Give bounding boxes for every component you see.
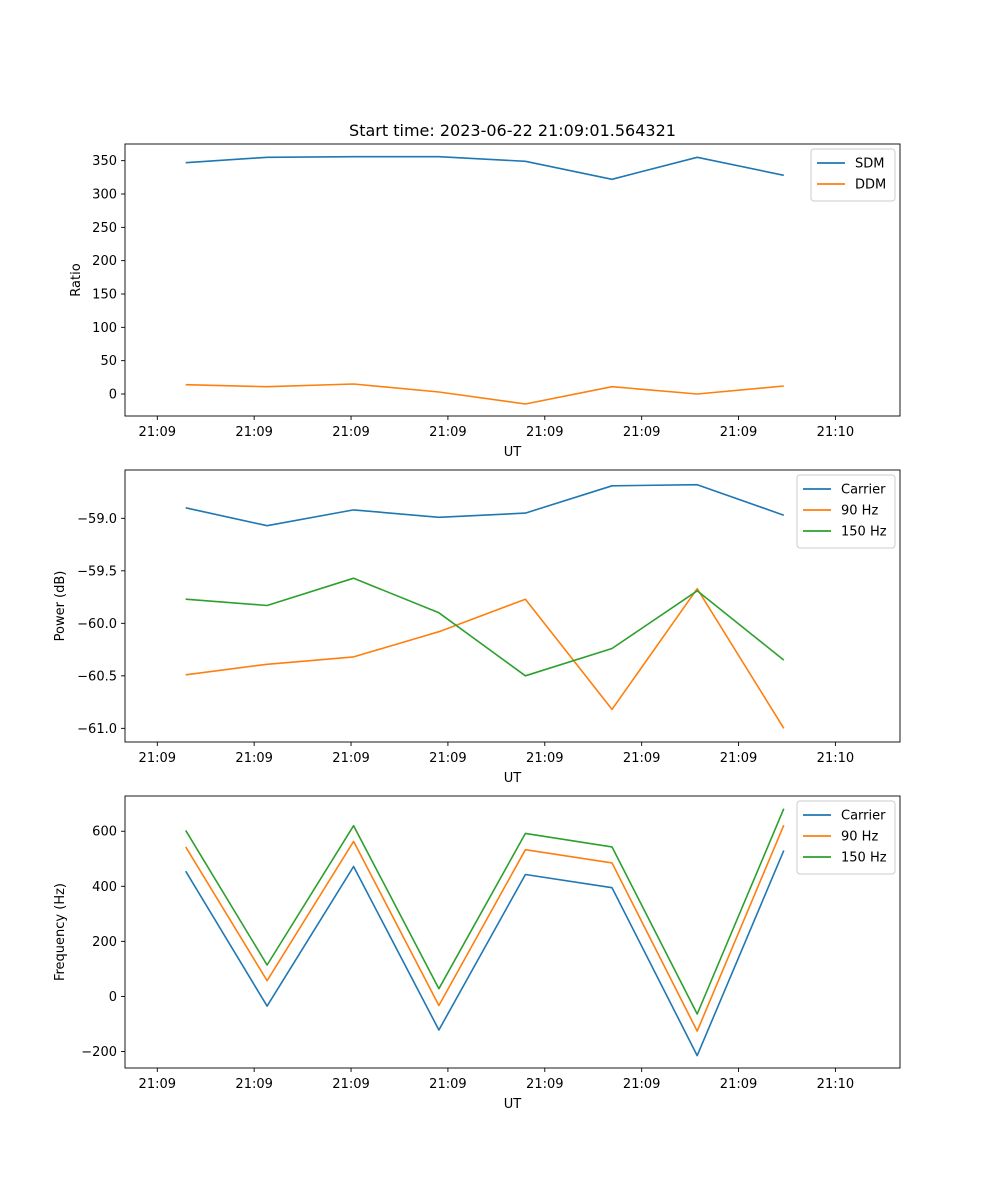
legend: Carrier 90 Hz 150 Hz bbox=[796, 474, 896, 549]
x-tick-label: 21:09 bbox=[720, 1077, 757, 1092]
legend-label: 150 Hz bbox=[841, 851, 887, 866]
x-tick-label: 21:09 bbox=[526, 1077, 563, 1092]
y-tick-label: −200 bbox=[81, 1045, 117, 1060]
y-axis-label: Ratio bbox=[69, 263, 84, 296]
legend-box bbox=[810, 148, 896, 202]
legend-label: Carrier bbox=[841, 483, 886, 498]
legend-label: SDM bbox=[855, 157, 884, 172]
legend: SDM DDM bbox=[810, 148, 896, 202]
legend-label: 90 Hz bbox=[841, 830, 878, 845]
x-tick-label: 21:10 bbox=[817, 425, 854, 440]
legend-label: 150 Hz bbox=[841, 525, 887, 540]
y-tick-label: −59.0 bbox=[77, 512, 117, 527]
x-tick-label: 21:09 bbox=[235, 751, 272, 766]
x-axis-label: UT bbox=[504, 1097, 522, 1112]
x-tick-label: 21:09 bbox=[332, 425, 369, 440]
y-tick-label: 0 bbox=[109, 388, 117, 403]
series-line-90-hz bbox=[185, 587, 785, 729]
x-tick-label: 21:10 bbox=[817, 1077, 854, 1092]
plot-frame bbox=[124, 795, 901, 1069]
y-tick-label: 350 bbox=[92, 154, 117, 169]
y-tick-label: 150 bbox=[92, 288, 117, 303]
y-tick-label: −60.5 bbox=[77, 669, 117, 684]
series-line-90-hz bbox=[185, 824, 785, 1032]
y-tick-label: 200 bbox=[92, 254, 117, 269]
legend-label: Carrier bbox=[841, 809, 886, 824]
chart-panel-3: 21:09 21:09 21:09 21:09 21:09 21:09 21:09 21:10… bbox=[53, 795, 901, 1112]
y-tick-label: 250 bbox=[92, 221, 117, 236]
x-tick-label: 21:09 bbox=[139, 1077, 176, 1092]
legend: Carrier 90 Hz 150 Hz bbox=[796, 800, 896, 875]
x-tick-label: 21:09 bbox=[429, 425, 466, 440]
series-line-carrier bbox=[185, 483, 785, 527]
y-tick-label: 50 bbox=[100, 354, 117, 369]
series-line-150-hz bbox=[185, 577, 785, 677]
x-axis-label: UT bbox=[504, 445, 522, 460]
y-tick-label: 0 bbox=[109, 990, 117, 1005]
x-tick-label: 21:09 bbox=[720, 751, 757, 766]
x-tick-label: 21:09 bbox=[235, 425, 272, 440]
x-tick-label: 21:09 bbox=[623, 751, 660, 766]
x-tick-label: 21:09 bbox=[429, 751, 466, 766]
x-tick-label: 21:09 bbox=[623, 425, 660, 440]
y-tick-label: −61.0 bbox=[77, 722, 117, 737]
y-tick-label: 600 bbox=[92, 825, 117, 840]
x-axis-label: UT bbox=[504, 771, 522, 786]
y-axis-label: Frequency (Hz) bbox=[53, 883, 68, 981]
x-tick-label: 21:09 bbox=[526, 425, 563, 440]
y-tick-label: 200 bbox=[92, 935, 117, 950]
series-line-150-hz bbox=[185, 808, 785, 1015]
y-tick-label: −59.5 bbox=[77, 564, 117, 579]
legend-box bbox=[796, 474, 896, 549]
x-tick-label: 21:09 bbox=[623, 1077, 660, 1092]
x-tick-label: 21:09 bbox=[139, 751, 176, 766]
plot-frame bbox=[124, 143, 901, 417]
plot-frame bbox=[124, 469, 901, 743]
x-tick-label: 21:09 bbox=[526, 751, 563, 766]
y-tick-label: 300 bbox=[92, 188, 117, 203]
chart-title: Start time: 2023-06-22 21:09:01.564321 bbox=[349, 121, 676, 140]
x-tick-label: 21:10 bbox=[817, 751, 854, 766]
y-axis-label: Power (dB) bbox=[53, 571, 68, 642]
x-tick-label: 21:09 bbox=[139, 425, 176, 440]
x-tick-label: 21:09 bbox=[235, 1077, 272, 1092]
chart-panel-2: 21:09 21:09 21:09 21:09 21:09 21:09 21:09 21:10… bbox=[53, 469, 901, 786]
y-tick-label: 100 bbox=[92, 321, 117, 336]
chart-panel-1: 21:09 21:09 21:09 21:09 21:09 21:09 21:09 21:10… bbox=[69, 121, 901, 460]
y-tick-label: −60.0 bbox=[77, 617, 117, 632]
legend-label: 90 Hz bbox=[841, 504, 878, 519]
x-tick-label: 21:09 bbox=[429, 1077, 466, 1092]
legend-label: DDM bbox=[855, 178, 886, 193]
legend-box bbox=[796, 800, 896, 875]
x-tick-label: 21:09 bbox=[332, 1077, 369, 1092]
series-line-sdm bbox=[185, 155, 784, 181]
x-tick-label: 21:09 bbox=[332, 751, 369, 766]
series-line-ddm bbox=[185, 383, 784, 405]
x-tick-label: 21:09 bbox=[720, 425, 757, 440]
series-line-carrier bbox=[185, 850, 785, 1057]
y-tick-label: 400 bbox=[92, 880, 117, 895]
